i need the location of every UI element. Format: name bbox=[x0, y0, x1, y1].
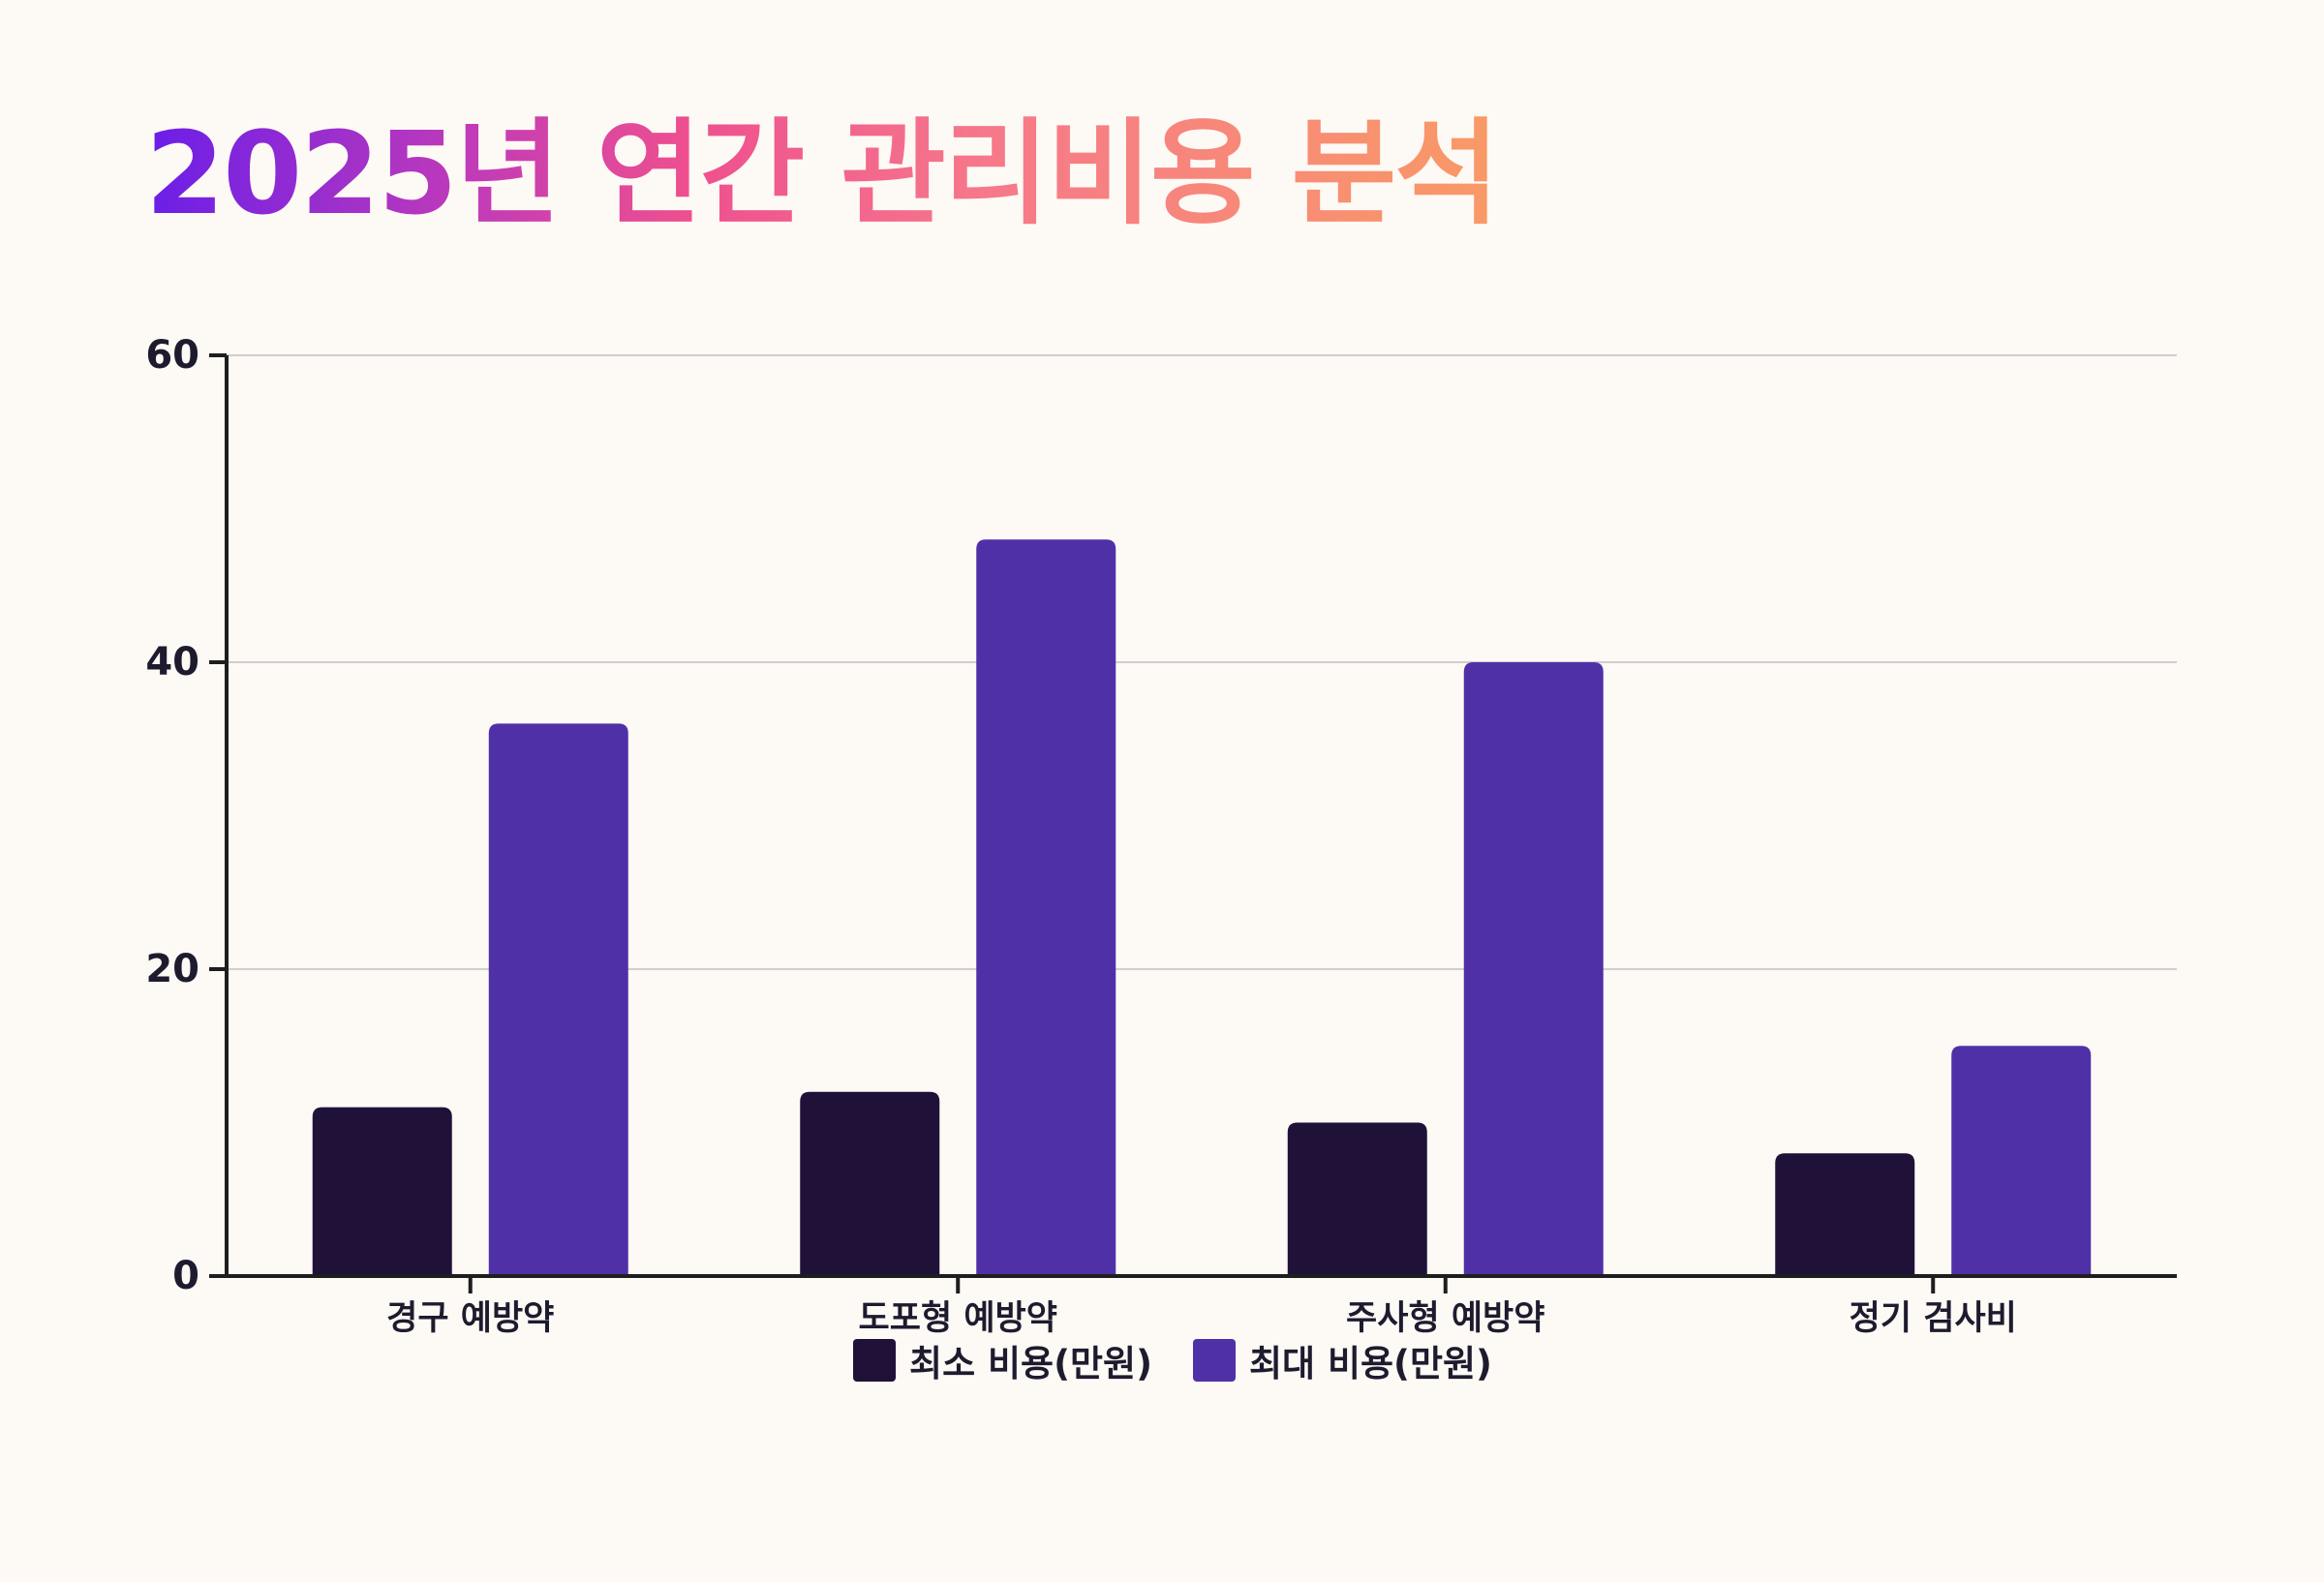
y-tick-label: 60 bbox=[145, 333, 199, 378]
legend-item-min: 최소 비용(만원) bbox=[853, 1334, 1152, 1386]
legend-label: 최대 비용(만원) bbox=[1249, 1343, 1492, 1384]
bar-min-4 bbox=[1775, 1153, 1915, 1276]
bar-max-3 bbox=[1463, 662, 1604, 1276]
bars bbox=[312, 539, 2092, 1276]
bar-min-2 bbox=[800, 1091, 940, 1276]
legend: 최소 비용(만원) 최대 비용(만원) bbox=[0, 1334, 2324, 1386]
x-tick-label: 경구 예방약 bbox=[386, 1299, 554, 1338]
bar-min-3 bbox=[1287, 1122, 1427, 1276]
bar-min-1 bbox=[312, 1107, 452, 1276]
tick-labels: 0 20 40 60 경구 예방약 도포형 예방약 주사형 예방약 정기 검사비 bbox=[145, 333, 2017, 1338]
axes bbox=[209, 353, 2177, 1293]
x-tick-label: 주사형 예방약 bbox=[1346, 1299, 1544, 1338]
bar-max-4 bbox=[1951, 1046, 2092, 1276]
x-tick-label: 도포형 예방약 bbox=[859, 1299, 1057, 1338]
x-tick-label: 정기 검사비 bbox=[1850, 1299, 2017, 1338]
chart-title: 2025년 연간 관리비용 분석 bbox=[145, 106, 1500, 240]
legend-label: 최소 비용(만원) bbox=[909, 1343, 1152, 1384]
legend-swatch bbox=[853, 1339, 897, 1382]
bar-max-1 bbox=[488, 723, 628, 1276]
legend-swatch bbox=[1193, 1339, 1236, 1382]
y-tick-label: 0 bbox=[172, 1254, 199, 1298]
y-tick-label: 40 bbox=[145, 640, 199, 685]
legend-item-max: 최대 비용(만원) bbox=[1193, 1334, 1492, 1386]
y-tick-label: 20 bbox=[145, 947, 199, 991]
bar-max-2 bbox=[976, 539, 1116, 1276]
